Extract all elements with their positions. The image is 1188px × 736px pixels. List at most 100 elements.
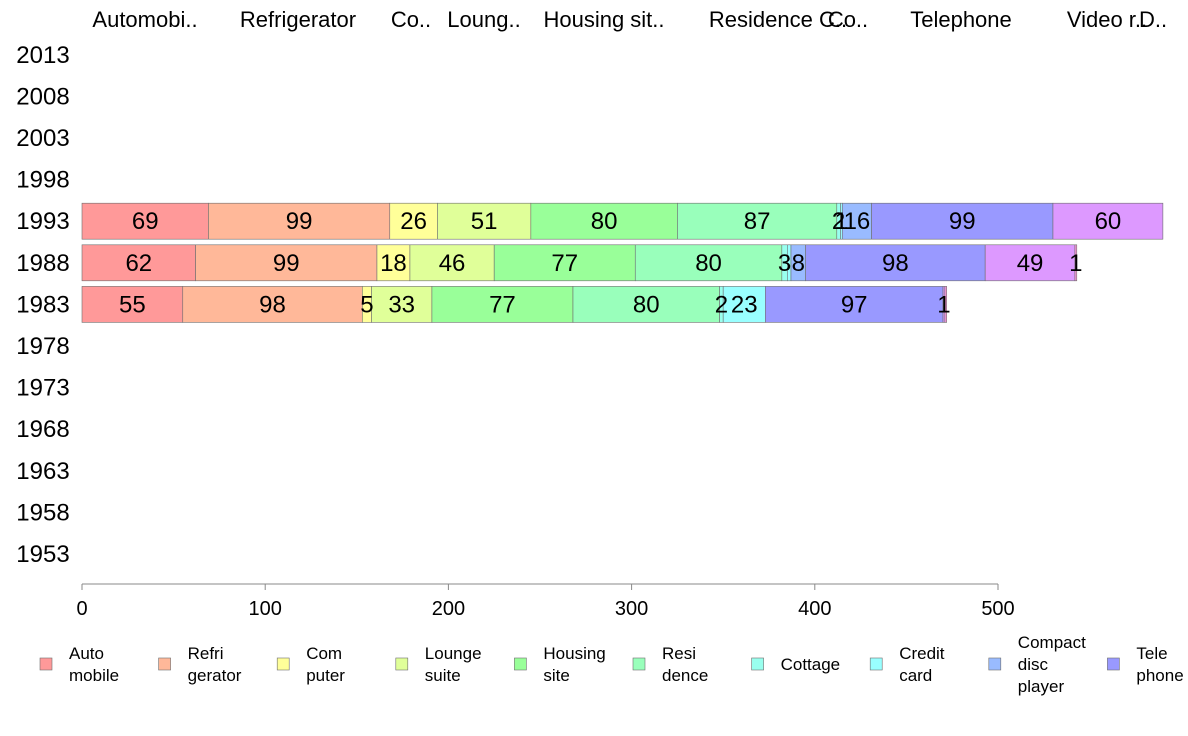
bar-value-label: 99 [949,208,976,235]
legend-label: suite [425,666,461,685]
legend-item: Compact disc player [988,633,1086,696]
legend-label: Com [306,644,342,663]
legend-item: Lounge suite [395,644,482,685]
legend-label: Compact [1018,633,1086,652]
bars [81,202,1164,323]
legend-item: Auto mobile [39,644,119,685]
legend-item: Credit card [869,644,945,685]
legend-swatch [751,657,764,671]
bar-segment [841,202,872,240]
bar-value-label: 1 [937,291,950,318]
bar-value-label: 62 [125,250,152,277]
bar-value-label: 55 [119,291,146,318]
legend-swatch [1107,657,1120,671]
top-category-label: Co.. [828,7,868,32]
legend-label: Auto [69,644,104,663]
bar-value-label: 5 [360,291,373,318]
top-category-label: Video r.. [1067,7,1147,32]
bar-segment [984,244,1076,282]
bar-value-label: 2 [715,291,728,318]
legend-label: puter [306,666,345,685]
bar-value-label: 80 [591,208,618,235]
top-category-label: Residence C.. [709,7,847,32]
year-label: 2003 [16,125,69,152]
year-label: 1953 [16,541,69,568]
x-tick-label: 300 [615,598,648,620]
bar-segment [530,202,678,240]
bar-value-label: 16 [844,208,871,235]
top-category-label: Telephone [910,7,1012,32]
bar-segment [634,244,783,282]
bar-value-label: 3 [778,250,791,277]
x-tick-label: 400 [798,598,831,620]
bar-segment [1074,244,1078,282]
top-category-labels: Automobi.. Refrigerator Co.. Loung.. Housing… [92,7,1167,32]
top-category-label: Housing sit.. [543,7,664,32]
bar-value-label: 49 [1017,250,1044,277]
year-label: 1973 [16,375,69,402]
legend-swatch [158,657,171,671]
legend-label: Refri [188,644,224,663]
legend-label: Credit [899,644,945,663]
year-label: 2013 [16,42,69,69]
legend-label: Lounge [425,644,482,663]
bar-value-label: 51 [471,208,498,235]
x-tick-label: 0 [76,598,87,620]
legend-label: player [1018,677,1065,696]
bar-segment [208,202,391,240]
top-category-label: Loung.. [447,7,520,32]
bar-value-label: 80 [695,250,722,277]
year-label: 1993 [16,208,69,235]
year-label: 1963 [16,458,69,485]
year-label: 1998 [16,167,69,194]
bar-segment [371,286,433,323]
legend-item: Resi dence [632,644,708,685]
legend-label: phone [1136,666,1183,685]
bar-segment [81,286,184,323]
year-label: 1983 [16,291,69,318]
bar-segment [765,286,944,323]
year-label: 1958 [16,499,69,526]
bar-segment [376,244,411,282]
legend-label: Tele [1136,644,1167,663]
legend-swatch [395,657,409,671]
legend-swatch [514,657,527,671]
bar-value-label: 26 [400,208,427,235]
top-category-label: Co.. [391,7,431,32]
legend-item: Housing site [514,644,606,685]
bar-segment [195,244,378,282]
year-label: 1968 [16,416,69,443]
year-label: 1978 [16,333,69,360]
bar-value-label: 99 [273,250,300,277]
bar-segment [944,286,948,323]
legend-label: Housing [543,644,605,663]
legend-item: Com puter [276,644,345,685]
year-label: 1988 [16,250,69,277]
year-label: 2008 [16,83,69,110]
legend-swatch [632,657,646,671]
bar-value-label: 33 [388,291,415,318]
bar-segment [437,202,532,240]
legend-item: Cottage [751,655,841,674]
legend-label: gerator [188,666,242,685]
bar-segment [677,202,838,240]
bar-value-label: 77 [489,291,516,318]
bar-value-label: 98 [259,291,286,318]
legend-item: Refri gerator [158,644,242,685]
bar-segment [805,244,986,282]
legend-label: site [543,666,569,685]
bar-value-label: 18 [380,250,407,277]
bar-value-label: 1 [835,208,848,235]
bar-value-label: 80 [633,291,660,318]
bar-value-label: 98 [882,250,909,277]
bar-segment [871,202,1054,240]
bar-value-label: 69 [132,208,159,235]
top-category-label: Automobi.. [92,7,197,32]
x-tick-label: 200 [432,598,465,620]
bar-segment [493,244,636,282]
top-category-label: D.. [1139,7,1167,32]
legend-swatch [988,657,1002,671]
legend-label: Cottage [781,655,841,674]
bar-value-label: 60 [1095,208,1122,235]
